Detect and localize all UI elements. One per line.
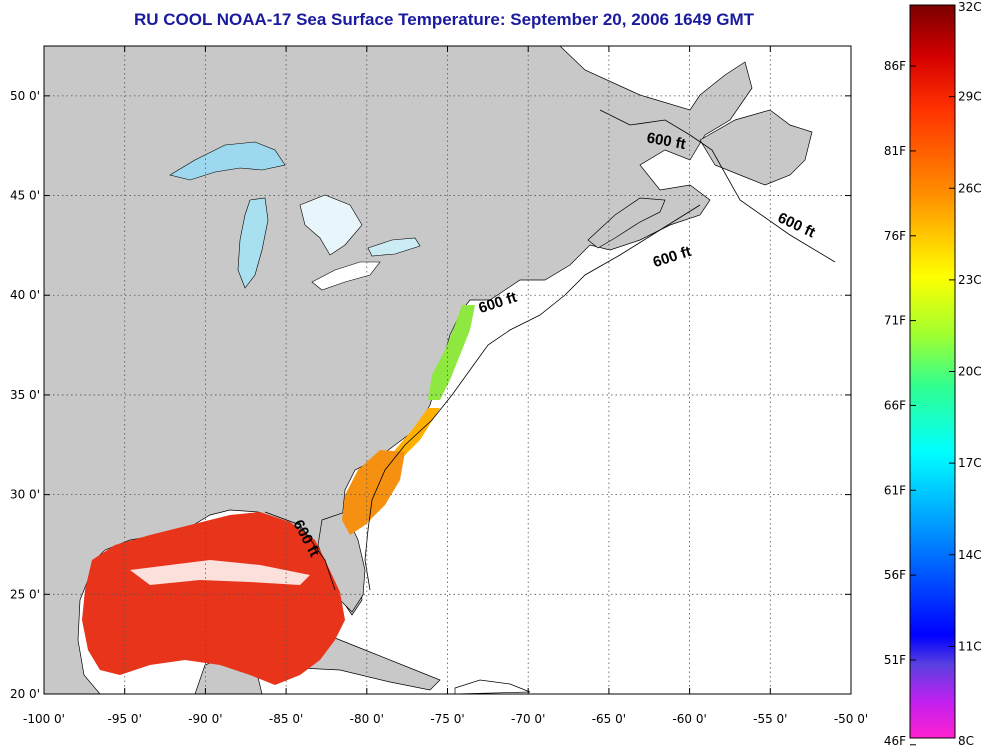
lake-michigan: [237, 197, 269, 289]
lon-tick-label: -100 0': [23, 712, 65, 726]
colorbar-label-celsius: 20C: [958, 365, 982, 379]
lat-tick-label: 25 0': [10, 587, 40, 601]
lon-tick-label: -60 0': [672, 712, 706, 726]
colorbar-label-celsius: 26C: [958, 181, 982, 195]
colorbar-label-celsius: 29C: [958, 90, 982, 104]
lon-tick-label: -65 0': [592, 712, 626, 726]
map-title: RU COOL NOAA-17 Sea Surface Temperature:…: [133, 10, 755, 29]
colorbar-labels: 32C 29C 26C 23C 20C 17C 14C 11C 8C 86F 81F 76F 71F 66…: [884, 0, 982, 748]
sst-mid-atlantic: [428, 305, 475, 400]
lat-tick-label: 20 0': [10, 687, 40, 701]
colorbar-label-fahrenheit: 76F: [884, 229, 906, 243]
colorbar-label-celsius: 8C: [958, 734, 974, 748]
colorbar-label-fahrenheit: 56F: [884, 568, 906, 582]
lake-superior: [169, 141, 286, 181]
lake-erie: [311, 261, 381, 291]
lon-tick-label: -95 0': [108, 712, 142, 726]
colorbar-label-celsius: 23C: [958, 273, 982, 287]
sst-gulf-of-mexico: [82, 512, 345, 685]
colorbar-label-fahrenheit: 81F: [884, 144, 906, 158]
colorbar-label-fahrenheit: 71F: [884, 314, 906, 328]
lat-tick-label: 35 0': [10, 388, 40, 402]
lat-tick-label: 40 0': [10, 288, 40, 302]
colorbar-label-fahrenheit: 66F: [884, 398, 906, 412]
colorbar-label-celsius: 11C: [958, 639, 982, 653]
colorbar-label-fahrenheit: 86F: [884, 59, 906, 73]
colorbar: [909, 4, 956, 739]
contour-label: 600 ft: [645, 129, 687, 153]
lat-tick-label: 50 0': [10, 89, 40, 103]
lon-tick-label: -80 0': [350, 712, 384, 726]
colorbar-label-fahrenheit: 46F: [884, 734, 906, 748]
lon-tick-label: -50 0': [834, 712, 868, 726]
lon-tick-label: -85 0': [269, 712, 303, 726]
colorbar-label-fahrenheit: 61F: [884, 483, 906, 497]
sst-georgia-bight: [342, 450, 405, 535]
colorbar-label-celsius: 32C: [958, 0, 982, 14]
isobath-600ft: [264, 109, 836, 591]
axis-ticks: -100 0' -95 0' -90 0' -85 0' -80 0' -75 0' -70…: [10, 46, 868, 726]
nova-scotia-land: [587, 197, 666, 249]
lon-tick-label: -55 0': [753, 712, 787, 726]
lake-ontario: [367, 237, 421, 257]
colorbar-label-celsius: 17C: [958, 456, 982, 470]
hispaniola-land: [454, 679, 531, 694]
lat-tick-label: 30 0': [10, 488, 40, 502]
colorbar-label-fahrenheit: 51F: [884, 653, 906, 667]
newfoundland-land: [699, 109, 813, 186]
lon-tick-label: -75 0': [430, 712, 464, 726]
lake-huron: [299, 194, 363, 256]
colorbar-label-celsius: 14C: [958, 548, 982, 562]
lon-tick-label: -90 0': [188, 712, 222, 726]
lon-tick-label: -70 0': [511, 712, 545, 726]
lat-tick-label: 45 0': [10, 189, 40, 203]
sst-gulf-clouds: [130, 560, 310, 585]
